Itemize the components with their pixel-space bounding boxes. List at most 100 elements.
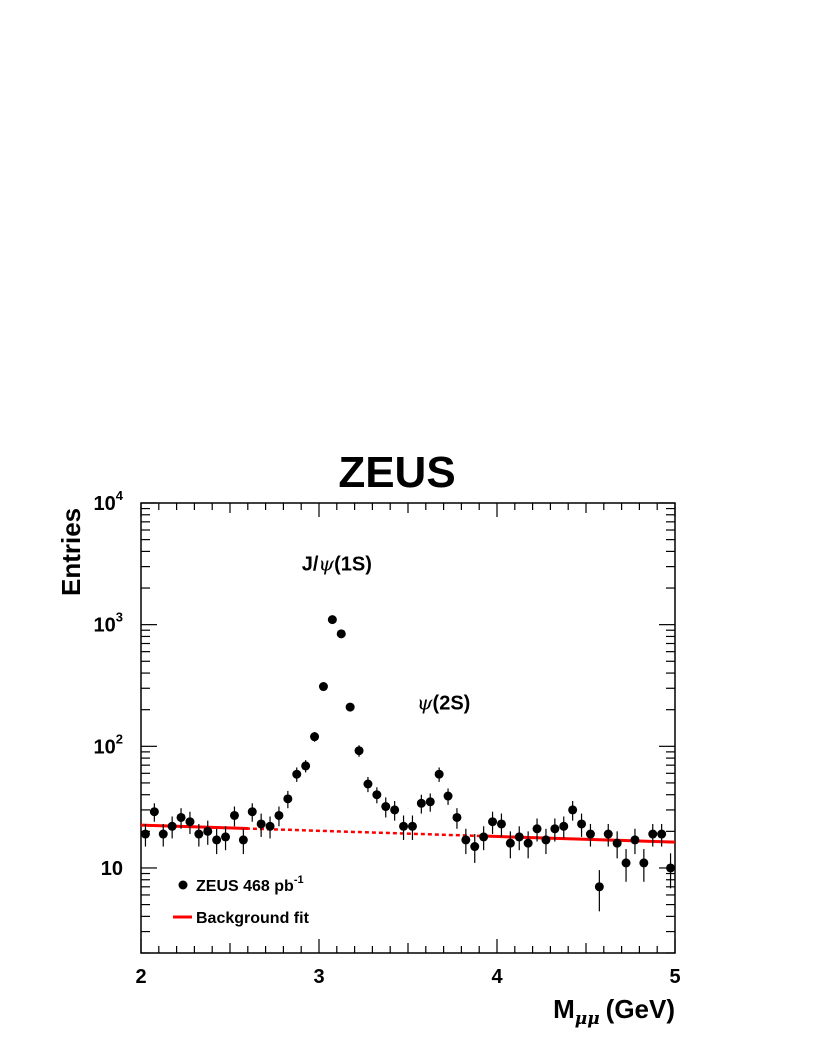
data-point <box>505 831 515 859</box>
point-marker <box>488 817 498 827</box>
point-marker <box>274 810 284 820</box>
point-marker <box>416 798 426 808</box>
fit-line-solid <box>140 823 248 831</box>
data-point <box>390 801 400 821</box>
data-point <box>603 823 613 847</box>
data-point <box>434 767 444 782</box>
point-marker <box>301 761 311 771</box>
x-tick-label: 3 <box>313 966 324 988</box>
x-tick-label: 4 <box>491 966 503 988</box>
point-marker <box>363 779 373 789</box>
data-point <box>301 760 311 773</box>
data-point <box>399 815 409 840</box>
background-fit-line <box>140 823 676 844</box>
data-point <box>140 823 150 847</box>
data-point <box>194 823 204 847</box>
point-marker <box>594 882 604 892</box>
point-marker <box>140 829 150 839</box>
data-point <box>336 629 346 639</box>
y-tick-label: 103 <box>94 610 123 637</box>
data-point <box>523 831 533 859</box>
point-marker <box>149 807 159 817</box>
data-point <box>496 813 506 837</box>
data-point <box>648 823 658 847</box>
point-marker <box>292 769 302 779</box>
point-marker <box>550 824 560 834</box>
data-point <box>488 811 498 835</box>
data-point <box>461 828 471 855</box>
point-marker <box>203 826 213 836</box>
legend-label-data: ZEUS 468 pb-1 <box>196 874 304 895</box>
data-point <box>167 816 177 839</box>
point-marker <box>158 829 168 839</box>
data-point <box>247 803 257 822</box>
legend: ZEUS 468 pb-1 Background fit <box>173 874 310 927</box>
data-point <box>666 853 676 889</box>
legend-dot-marker <box>178 880 188 890</box>
y-tick-label: 104 <box>94 488 124 515</box>
point-marker <box>229 810 239 820</box>
point-marker <box>390 805 400 815</box>
data-point <box>221 826 231 851</box>
data-point <box>238 828 248 855</box>
data-point <box>657 823 667 847</box>
point-marker <box>265 821 275 831</box>
point-marker <box>577 819 587 829</box>
data-point <box>149 803 159 822</box>
data-point <box>541 828 551 855</box>
point-marker <box>443 791 453 801</box>
x-axis-label: Mμμ (GeV) <box>553 994 675 1029</box>
point-marker <box>541 835 551 845</box>
point-marker <box>666 863 676 873</box>
point-marker <box>221 832 231 842</box>
data-point <box>176 808 186 829</box>
data-point <box>585 823 595 847</box>
point-marker <box>514 832 524 842</box>
data-point <box>229 806 239 827</box>
peak-label: J/ψ(1S) <box>302 551 372 575</box>
data-point <box>612 831 622 859</box>
point-marker <box>559 821 569 831</box>
data-point <box>594 870 604 912</box>
point-marker <box>505 838 515 848</box>
peak-label: ψ(2S) <box>417 691 470 715</box>
data-point <box>158 823 168 847</box>
point-marker <box>318 682 328 692</box>
point-marker <box>336 629 346 639</box>
point-marker <box>452 812 462 822</box>
fit-line-dashed <box>140 823 676 844</box>
point-marker <box>585 829 595 839</box>
point-marker <box>345 702 355 712</box>
data-point <box>479 826 489 851</box>
point-marker <box>212 835 222 845</box>
point-marker <box>399 821 409 831</box>
data-point <box>185 811 195 835</box>
y-axis-label: Entries <box>56 508 86 596</box>
data-point <box>559 816 569 839</box>
point-marker <box>496 819 506 829</box>
data-point <box>292 767 302 782</box>
data-point <box>514 826 524 851</box>
point-marker <box>425 797 435 807</box>
point-marker <box>523 838 533 848</box>
chart-title: ZEUS <box>338 448 455 497</box>
data-point <box>452 808 462 829</box>
data-point <box>416 794 426 814</box>
data-point <box>550 818 560 842</box>
data-point <box>354 745 364 757</box>
point-marker <box>603 829 613 839</box>
data-point <box>443 788 453 805</box>
data-point <box>568 801 578 821</box>
data-point <box>203 820 213 845</box>
data-point <box>256 813 266 837</box>
point-marker <box>648 829 658 839</box>
data-point <box>345 702 355 712</box>
data-point <box>407 815 417 840</box>
point-marker <box>621 858 631 868</box>
point-marker <box>238 835 248 845</box>
peak-annotations: J/ψ(1S) ψ(2S) <box>302 551 471 714</box>
x-axis-tick-labels: 2 3 4 5 <box>135 966 680 988</box>
data-point <box>470 834 480 863</box>
data-point <box>310 732 320 742</box>
point-marker <box>470 842 480 852</box>
